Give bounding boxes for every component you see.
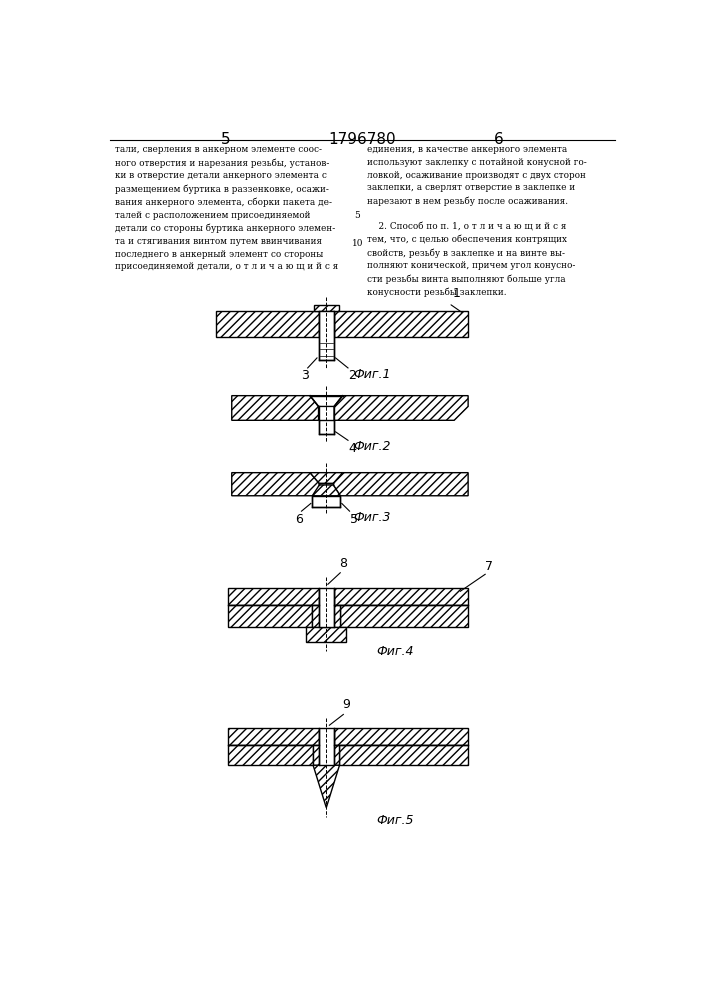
Text: 5: 5 <box>349 513 358 526</box>
Polygon shape <box>310 396 343 406</box>
Text: 4: 4 <box>348 442 356 455</box>
Text: 5: 5 <box>221 132 230 147</box>
Text: единения, в качестве анкерного элемента
используют заклепку с потайной конусной : единения, в качестве анкерного элемента … <box>368 145 587 297</box>
Text: Фиг.2: Фиг.2 <box>354 440 391 453</box>
Bar <box>334 311 468 337</box>
Bar <box>228 745 313 765</box>
Polygon shape <box>319 311 334 360</box>
Polygon shape <box>232 473 320 496</box>
Text: 6: 6 <box>494 132 504 147</box>
Polygon shape <box>312 496 340 507</box>
Bar <box>340 605 468 627</box>
Text: Фиг.1: Фиг.1 <box>354 368 391 381</box>
Polygon shape <box>319 420 334 434</box>
Text: 7: 7 <box>485 560 493 573</box>
Text: 10: 10 <box>351 239 363 248</box>
Bar <box>334 728 468 745</box>
Text: 8: 8 <box>339 557 346 570</box>
Bar <box>334 588 468 605</box>
Polygon shape <box>313 765 339 808</box>
Polygon shape <box>320 483 333 485</box>
Polygon shape <box>312 485 340 496</box>
Bar <box>228 605 312 627</box>
Bar <box>228 728 319 745</box>
Polygon shape <box>313 745 339 765</box>
Polygon shape <box>232 396 319 420</box>
Bar <box>339 745 468 765</box>
Polygon shape <box>334 396 468 420</box>
Polygon shape <box>333 473 468 496</box>
Polygon shape <box>310 473 343 483</box>
Text: Фиг.3: Фиг.3 <box>354 511 391 524</box>
Text: Фиг.4: Фиг.4 <box>377 645 414 658</box>
Text: 9: 9 <box>341 698 350 711</box>
Text: 3: 3 <box>301 369 310 382</box>
Text: 6: 6 <box>296 513 303 526</box>
Bar <box>216 311 319 337</box>
Text: 1796780: 1796780 <box>328 132 396 147</box>
Polygon shape <box>312 605 340 627</box>
Text: 5: 5 <box>354 211 360 220</box>
Polygon shape <box>319 728 334 765</box>
Text: тали, сверления в анкерном элементе соос-
ного отверстия и нарезания резьбы, уст: тали, сверления в анкерном элементе соос… <box>115 145 338 271</box>
Polygon shape <box>306 627 346 642</box>
Bar <box>228 588 319 605</box>
Bar <box>314 305 339 311</box>
Polygon shape <box>319 588 334 627</box>
Text: 2: 2 <box>348 369 356 382</box>
Text: Фиг.5: Фиг.5 <box>377 814 414 827</box>
Text: 1: 1 <box>452 287 460 300</box>
